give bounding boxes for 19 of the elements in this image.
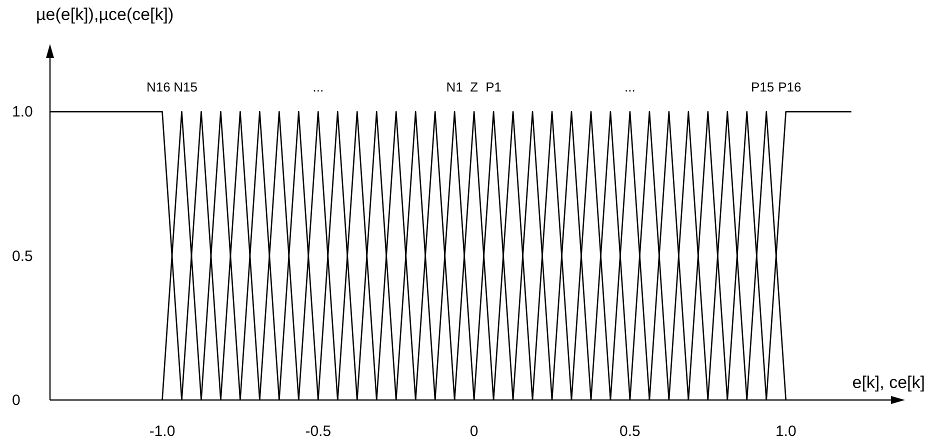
annotation: Z: [470, 80, 478, 95]
annotation: P16: [778, 80, 802, 95]
annotation: P15: [750, 80, 774, 95]
annotation: ...: [624, 80, 636, 95]
annotation: N15: [174, 80, 198, 95]
x-tick-label: 0.5: [620, 423, 640, 440]
y-axis-title: µe(e[k]),µce(ce[k]): [36, 5, 174, 24]
x-tick-label: -0.5: [305, 423, 332, 440]
annotation: P1: [486, 80, 502, 95]
annotation: N16: [146, 80, 170, 95]
annotation: ...: [312, 80, 324, 95]
y-tick-label: 1.0: [12, 104, 33, 121]
x-axis-title: e[k], ce[k]: [852, 373, 925, 392]
annotation: N1: [446, 80, 463, 95]
y-tick-label: 0: [12, 392, 20, 409]
x-tick-label: 1.0: [775, 423, 796, 440]
y-tick-label: 0.5: [12, 248, 33, 265]
x-tick-label: 0: [470, 423, 478, 440]
x-tick-label: -1.0: [149, 423, 176, 440]
